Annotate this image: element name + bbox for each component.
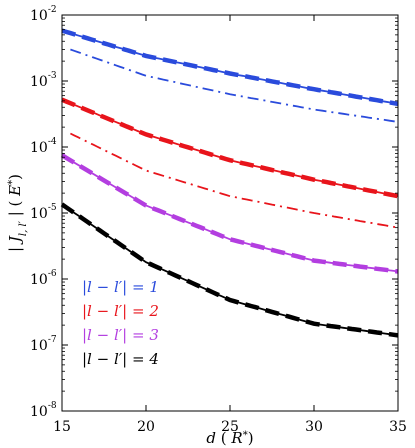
y-tick-label-0: 10-8 <box>30 401 57 420</box>
series-line-0 <box>61 29 399 105</box>
series-line-1 <box>70 48 399 123</box>
x-axis-label: d ( R*) <box>206 429 253 447</box>
series-line-dashed-5 <box>60 202 399 338</box>
x-tick-label-2: 25 <box>221 419 239 435</box>
x-tick-label-0: 15 <box>53 419 71 435</box>
y-tick-label-5: 10-3 <box>30 71 57 90</box>
y-axis-label: | Jl, l′ | ( E*) <box>6 174 29 252</box>
y-tick-label-3: 10-5 <box>30 203 57 222</box>
legend-entry-5: |l − l′| = 4 <box>82 350 159 368</box>
series-line-4 <box>61 154 399 273</box>
legend-entry-0: |l − l′| = 1 <box>82 278 159 296</box>
x-tick-label-1: 20 <box>137 419 155 435</box>
legend: |l − l′| = 1 |l − l′| = 2 |l − l′| = 3 |l −… <box>82 278 159 368</box>
series-line-dashed-4 <box>60 153 399 274</box>
tick-layer: 15 20 25 30 35 10-8 10-7 10-6 10-5 10-4 10-3 10-2 <box>30 5 407 435</box>
legend-entry-4: |l − l′| = 3 <box>82 326 159 344</box>
x-tick-label-4: 35 <box>389 419 407 435</box>
x-tick-label-3: 30 <box>305 419 323 435</box>
y-tick-label-4: 10-4 <box>30 137 57 156</box>
series-line-dashed-2 <box>61 97 399 199</box>
series-layer <box>60 28 399 338</box>
y-tick-label-1: 10-7 <box>30 335 57 354</box>
series-line-dashed-0 <box>61 28 399 107</box>
y-tick-label-2: 10-6 <box>30 269 57 288</box>
series-line-3 <box>69 132 399 229</box>
y-tick-label-6: 10-2 <box>30 5 57 24</box>
legend-entry-2: |l − l′| = 2 <box>82 302 159 320</box>
